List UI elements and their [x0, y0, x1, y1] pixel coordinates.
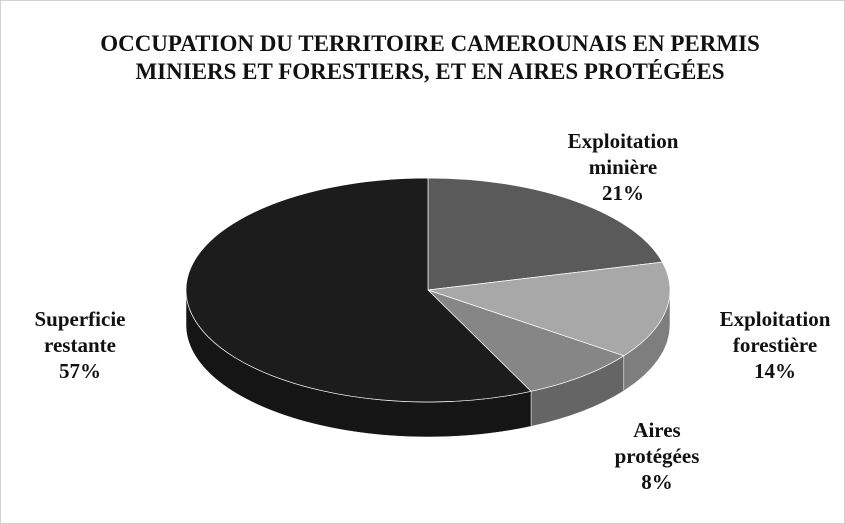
category-label: Superficie restante [34, 307, 126, 357]
data-label: Aires protégées 8% [592, 417, 722, 495]
pie-slice [427, 289, 625, 392]
pie-slice [427, 261, 671, 357]
value-label: 8% [641, 470, 673, 494]
data-label: Superficie restante 57% [10, 306, 150, 384]
chart-title: OCCUPATION DU TERRITOIRE CAMEROUNAIS EN … [100, 31, 760, 84]
pie-slice [427, 177, 663, 291]
value-label: 57% [59, 359, 101, 383]
category-label: Exploitation minière [567, 129, 679, 179]
category-label: Aires protégées [614, 418, 700, 468]
value-label: 21% [602, 181, 644, 205]
data-label: Exploitation forestière 14% [700, 306, 845, 384]
value-label: 14% [754, 359, 796, 383]
category-label: Exploitation forestière [719, 307, 831, 357]
data-label: Exploitation minière 21% [558, 128, 688, 206]
pie-slice [185, 177, 532, 403]
